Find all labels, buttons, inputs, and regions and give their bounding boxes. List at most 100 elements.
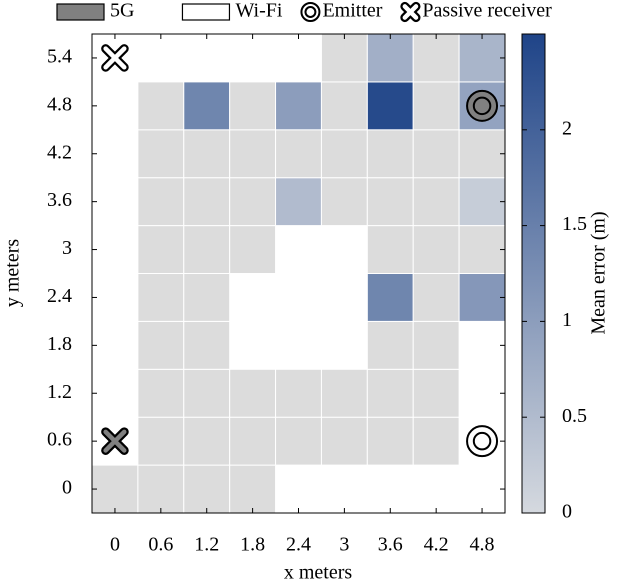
x-axis-label: x meters	[284, 562, 353, 584]
heatmap-cell	[183, 273, 231, 322]
legend-label: 5G	[110, 0, 134, 22]
heatmap-cell	[320, 81, 368, 131]
heatmap-cell	[229, 225, 277, 275]
x-tick-label: 3	[339, 534, 349, 556]
y-tick-label: 3	[62, 237, 72, 259]
heatmap-cell	[137, 368, 185, 418]
heatmap-cell	[412, 177, 460, 227]
heatmap-cell	[458, 273, 506, 322]
receiver-cross-fill	[103, 429, 127, 453]
heatmap-cell	[320, 129, 368, 179]
colorbar-tick-label: 1	[562, 309, 572, 331]
heatmap-cell	[229, 416, 277, 466]
emitter-marker	[466, 425, 499, 458]
y-tick-label: 3.6	[47, 189, 72, 211]
heatmap-cell	[137, 273, 185, 322]
heatmap-cell	[275, 81, 322, 131]
x-tick-label: 1.2	[194, 534, 219, 556]
heatmap-cell	[91, 464, 139, 514]
y-tick-label: 0.6	[47, 429, 72, 451]
y-tick-label: 4.2	[47, 141, 72, 163]
legend-label: Emitter	[322, 0, 382, 22]
x-tick-label: 0.6	[148, 534, 173, 556]
y-tick-label: 1.8	[47, 333, 72, 355]
y-tick-label: 2.4	[47, 285, 72, 307]
colorbar	[521, 33, 546, 514]
colorbar-tick-label: 0.5	[562, 405, 587, 427]
colorbar-label: Mean error (m)	[588, 211, 610, 334]
receiver-cross-fill	[103, 46, 127, 70]
heatmap-cell	[412, 368, 460, 418]
heatmap-cell	[275, 129, 322, 179]
heatmap-cell	[137, 129, 185, 179]
heatmap-cell	[412, 320, 460, 370]
heatmap-cell	[183, 368, 231, 418]
heatmap-cell	[183, 464, 231, 514]
heatmap-cell	[229, 177, 277, 227]
heatmap-cell	[229, 464, 277, 514]
heatmap-cell	[137, 464, 185, 514]
receiver-cross-fill	[402, 4, 419, 20]
heatmap-cell	[320, 33, 368, 83]
heatmap-cell	[275, 177, 322, 227]
y-axis-label: y meters	[2, 239, 24, 308]
heatmap-cell	[320, 368, 368, 418]
heatmap-cell	[229, 368, 277, 418]
receiver-marker	[101, 427, 129, 455]
heatmap-cell	[412, 225, 460, 275]
x-tick-label: 0	[110, 534, 120, 556]
heatmap-cell	[275, 416, 322, 466]
heatmap-cell	[366, 33, 414, 83]
heatmap-cell	[412, 129, 460, 179]
legend-swatch	[181, 3, 231, 21]
heatmap-cell	[366, 81, 414, 131]
heatmap-cell	[320, 416, 368, 466]
emitter-marker	[300, 2, 321, 22]
heatmap-cell	[183, 416, 231, 466]
colorbar-tick-label: 2	[562, 117, 572, 139]
heatmap-cell	[183, 177, 231, 227]
colorbar-tick-label: 1.5	[562, 213, 587, 235]
heatmap-cell	[412, 273, 460, 322]
heatmap-cell	[412, 33, 460, 83]
legend-label: Wi-Fi	[235, 0, 282, 22]
heatmap-cell	[458, 177, 506, 227]
heatmap-cell	[366, 368, 414, 418]
y-tick-label: 1.2	[47, 381, 72, 403]
x-tick-label: 4.2	[424, 534, 449, 556]
heatmap-cell	[366, 273, 414, 322]
heatmap-cell	[366, 129, 414, 179]
heatmap-cell	[320, 177, 368, 227]
emitter-core	[472, 96, 492, 116]
y-tick-label: 5.4	[47, 46, 72, 68]
heatmap-cell	[137, 81, 185, 131]
heatmap-cell	[458, 129, 506, 179]
legend-label: Passive receiver	[422, 0, 552, 22]
receiver-marker	[400, 1, 421, 23]
heatmap-cell	[137, 177, 185, 227]
heatmap-cell	[275, 368, 322, 418]
heatmap-cell	[183, 129, 231, 179]
receiver-marker	[101, 44, 129, 72]
x-tick-label: 4.8	[470, 534, 495, 556]
emitter-core	[304, 6, 317, 18]
y-tick-label: 4.8	[47, 93, 72, 115]
heatmap-cell	[183, 81, 231, 131]
x-tick-label: 2.4	[286, 534, 311, 556]
heatmap-cell	[412, 81, 460, 131]
heatmap-cell	[366, 225, 414, 275]
y-tick-label: 0	[62, 477, 72, 499]
emitter-marker	[466, 89, 499, 122]
x-tick-label: 1.8	[240, 534, 265, 556]
x-tick-label: 3.6	[378, 534, 403, 556]
legend-swatch	[56, 3, 105, 21]
heatmap-cell	[366, 416, 414, 466]
heatmap-cell	[183, 320, 231, 370]
heatmap-cell	[458, 33, 506, 83]
heatmap-cell	[137, 416, 185, 466]
heatmap-cell	[229, 81, 277, 131]
heatmap-cell	[366, 320, 414, 370]
heatmap-cell	[412, 416, 460, 466]
